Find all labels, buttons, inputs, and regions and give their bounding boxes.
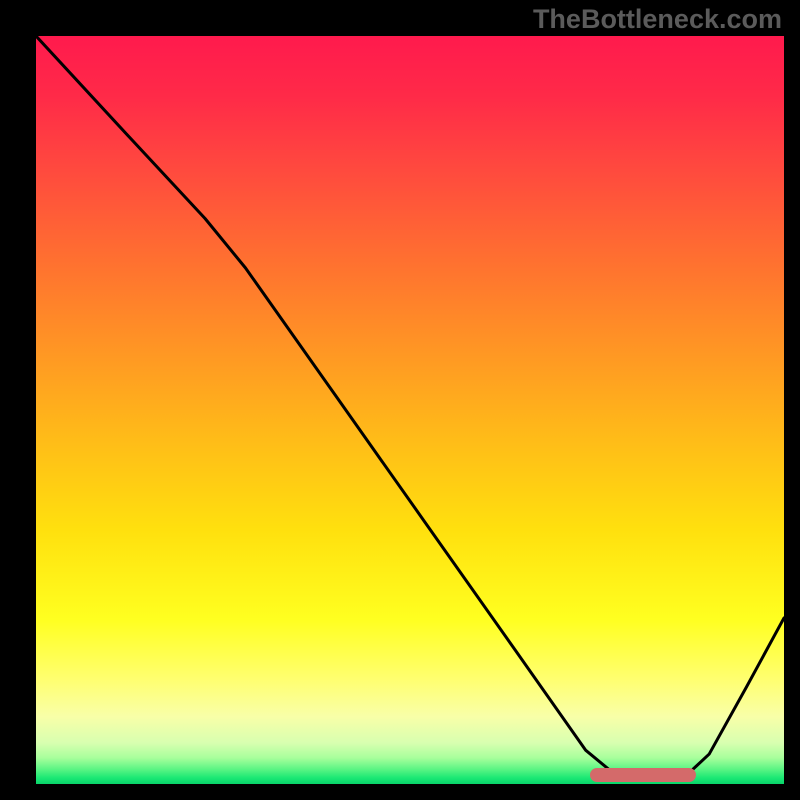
watermark-text: TheBottleneck.com <box>533 4 782 35</box>
curve-line <box>36 36 784 784</box>
plot-area <box>36 36 784 784</box>
bottom-bar <box>590 768 696 782</box>
